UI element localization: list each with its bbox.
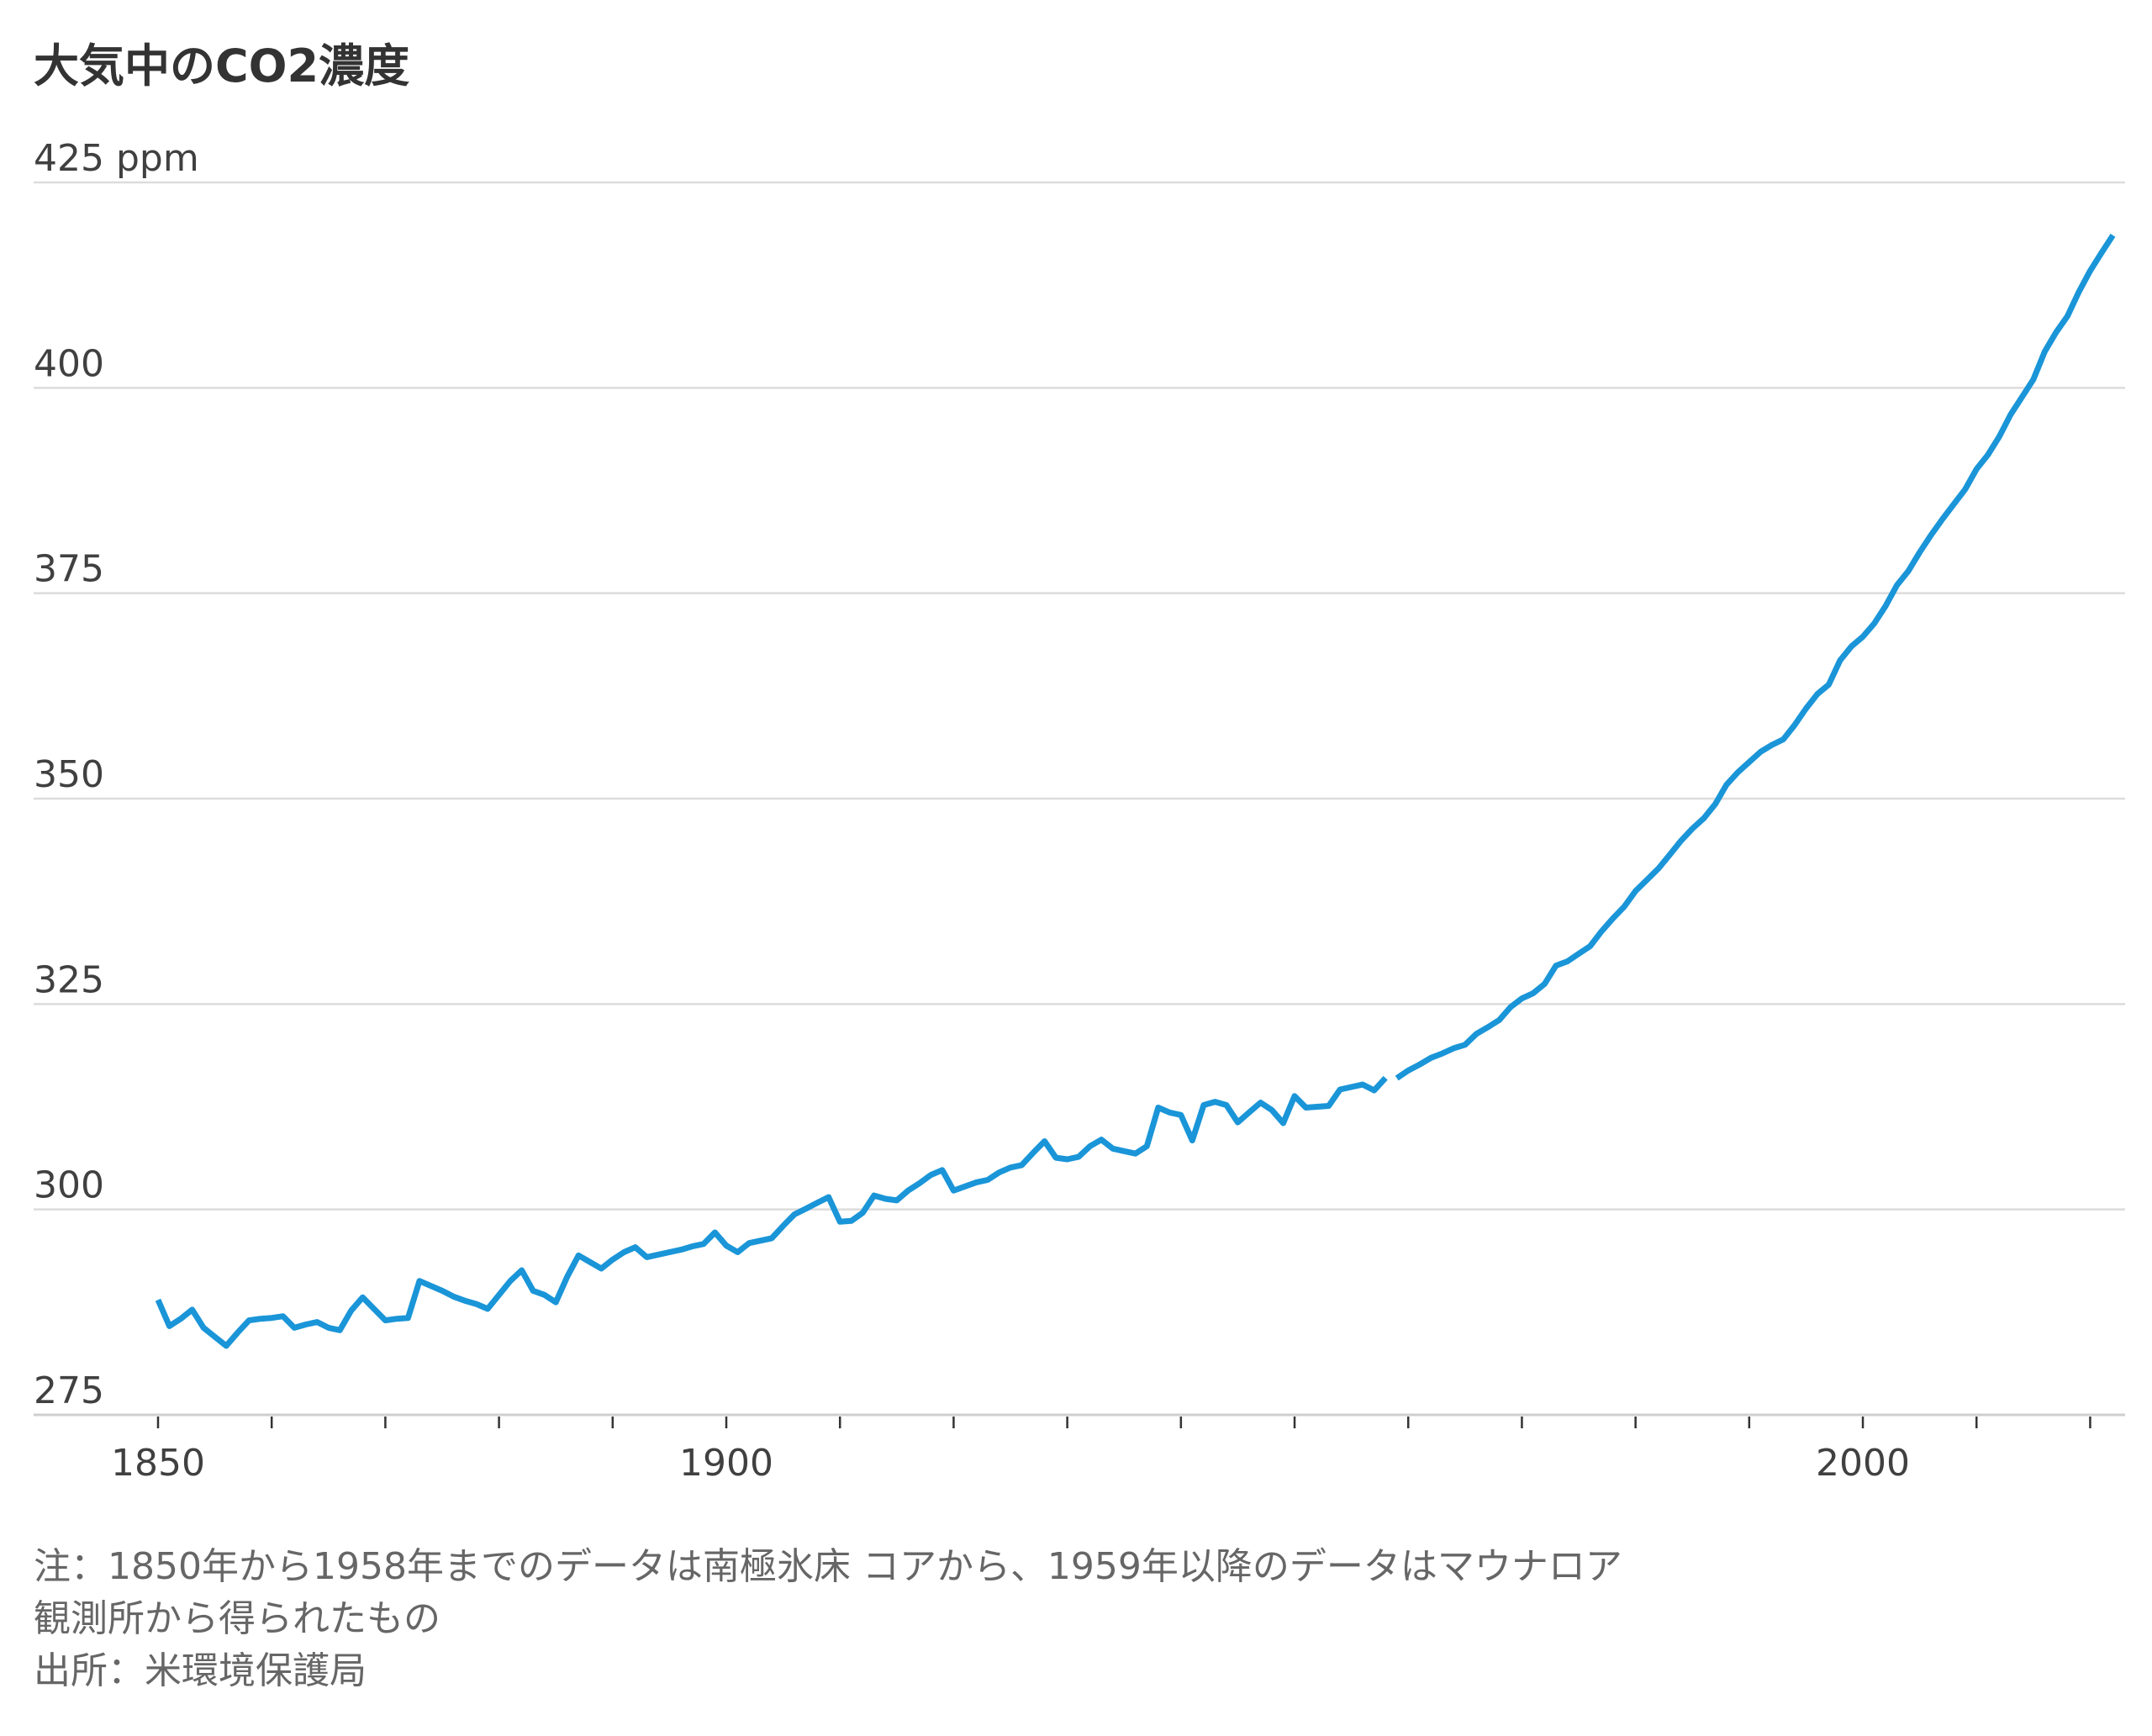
y-tick-label-375: 375 — [34, 548, 104, 591]
source-line: 出所：米環境保護局 — [34, 1649, 367, 1692]
series-line-1 — [155, 1075, 1388, 1349]
x-axis — [156, 1417, 2091, 1428]
y-tick-label-400: 400 — [34, 342, 104, 385]
y-tick-label-300: 300 — [34, 1164, 104, 1207]
series-line-2 — [1395, 233, 2116, 1081]
y-tick-label-275: 275 — [34, 1369, 104, 1412]
x-tick-label-1900: 1900 — [679, 1442, 773, 1485]
chart-notes: 注：1850年から1958年までのデータは南極氷床 コアから、1959年以降のデ… — [34, 1541, 1622, 1697]
note-line-2: 観測所から得られたもの — [34, 1597, 440, 1640]
chart-title: 大気中のCO2濃度 — [34, 40, 410, 92]
y-tick-label-350: 350 — [34, 753, 104, 796]
y-tick-label-425: 425 ppm — [34, 137, 199, 180]
y-tick-label-325: 325 — [34, 958, 104, 1001]
x-tick-label-2000: 2000 — [1816, 1442, 1910, 1485]
note-line-1: 注：1850年から1958年までのデータは南極氷床 コアから、1959年以降のデ… — [34, 1545, 1622, 1588]
series-lines — [155, 233, 2116, 1349]
gridlines — [34, 181, 2125, 1417]
x-tick-label-1850: 1850 — [111, 1442, 205, 1485]
